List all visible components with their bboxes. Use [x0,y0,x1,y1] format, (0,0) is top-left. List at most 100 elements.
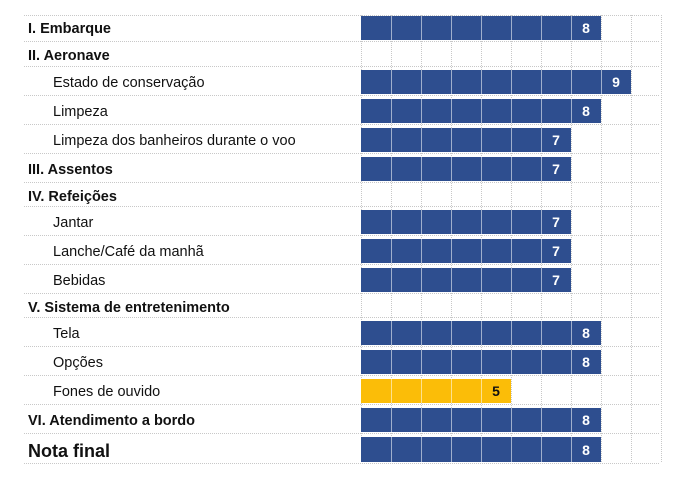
value-label: 7 [552,243,560,259]
bar-segment [511,239,541,263]
bar-segment [571,99,601,123]
bar-segment [511,128,541,152]
bar-segment [361,16,391,40]
row-label: Tela [53,326,80,342]
bar-segment [601,70,631,94]
bar-segment [481,128,511,152]
bar-segment [541,437,571,462]
bar-segment [391,379,421,403]
bar-segment [391,16,421,40]
value-label: 7 [552,272,560,288]
bar-segment [511,268,541,292]
value-label: 5 [492,383,500,399]
row-label: Estado de conservação [53,75,205,91]
row-label: Limpeza [53,104,108,120]
bar-segment [421,70,451,94]
bar-segment [361,379,391,403]
bar-segment [361,268,391,292]
bar-segment [421,268,451,292]
bar-segment [421,239,451,263]
bar-segment [511,16,541,40]
bar-segment [391,408,421,432]
bar-segment [511,437,541,462]
bar-segment [391,128,421,152]
bar-segment [421,128,451,152]
bar-segment [541,99,571,123]
bar-segment [451,268,481,292]
bar-segment [361,210,391,234]
row-label: VI. Atendimento a bordo [28,413,196,429]
bar-segment [541,128,571,152]
bar-segment [451,70,481,94]
bar-segment [361,239,391,263]
bar-segment [511,157,541,181]
bar-segment [451,379,481,403]
bar-segment [451,437,481,462]
bar-segment [361,437,391,462]
value-label: 8 [582,441,590,458]
bar-segment [451,350,481,374]
bar-segment [391,70,421,94]
bar-segment [481,437,511,462]
bar-segment [511,210,541,234]
bar-segment [571,16,601,40]
row-label: Fones de ouvido [53,384,161,400]
bar-segment [361,157,391,181]
row-label: IV. Refeições [28,188,117,205]
bar-segment [361,350,391,374]
bar-segment [541,210,571,234]
bar-segment [421,408,451,432]
bar-segment [481,16,511,40]
bar-segment [511,408,541,432]
row-label: V. Sistema de entretenimento [28,299,230,316]
bar-segment [361,408,391,432]
row-label: I. Embarque [28,21,111,37]
row-label: Opções [53,355,103,371]
bar-segment [481,210,511,234]
bar-segment [571,437,601,462]
value-label: 9 [612,74,620,90]
bar-segment [481,268,511,292]
bar-segment [391,268,421,292]
bar-segment [541,157,571,181]
row-label: II. Aeronave [28,48,110,64]
bar-segment [421,350,451,374]
bar-segment [391,437,421,462]
bar-segment [391,321,421,345]
bar-segment [511,321,541,345]
value-label: 8 [582,103,590,119]
value-label: 8 [582,20,590,36]
value-label: 7 [552,161,560,177]
row-label: III. Assentos [28,162,113,178]
bar-segment [421,157,451,181]
bar-segment [541,408,571,432]
bar-segment [451,239,481,263]
bar-segment [361,99,391,123]
row-label: Limpeza dos banheiros durante o voo [53,133,296,149]
bar-segment [541,16,571,40]
bar-segment [511,99,541,123]
row-label: Bebidas [53,273,106,289]
bar-segment [571,321,601,345]
value-label: 8 [582,354,590,370]
bar-segment [421,16,451,40]
value-label: 8 [582,325,590,341]
bar-segment [391,350,421,374]
bar-segment [481,99,511,123]
bar-segment [481,350,511,374]
row-label: Lanche/Café da manhã [53,244,204,260]
bar-segment [541,70,571,94]
bar-segment [571,350,601,374]
bar-segment [571,70,601,94]
bar-segment [451,157,481,181]
bar-segment [511,350,541,374]
bar-segment [451,408,481,432]
bar-segment [421,99,451,123]
row-label: Nota final [28,440,111,461]
bar-segment [541,239,571,263]
bar-segment [421,437,451,462]
value-label: 8 [582,412,590,428]
bar-segment [451,99,481,123]
bar-segment [421,379,451,403]
